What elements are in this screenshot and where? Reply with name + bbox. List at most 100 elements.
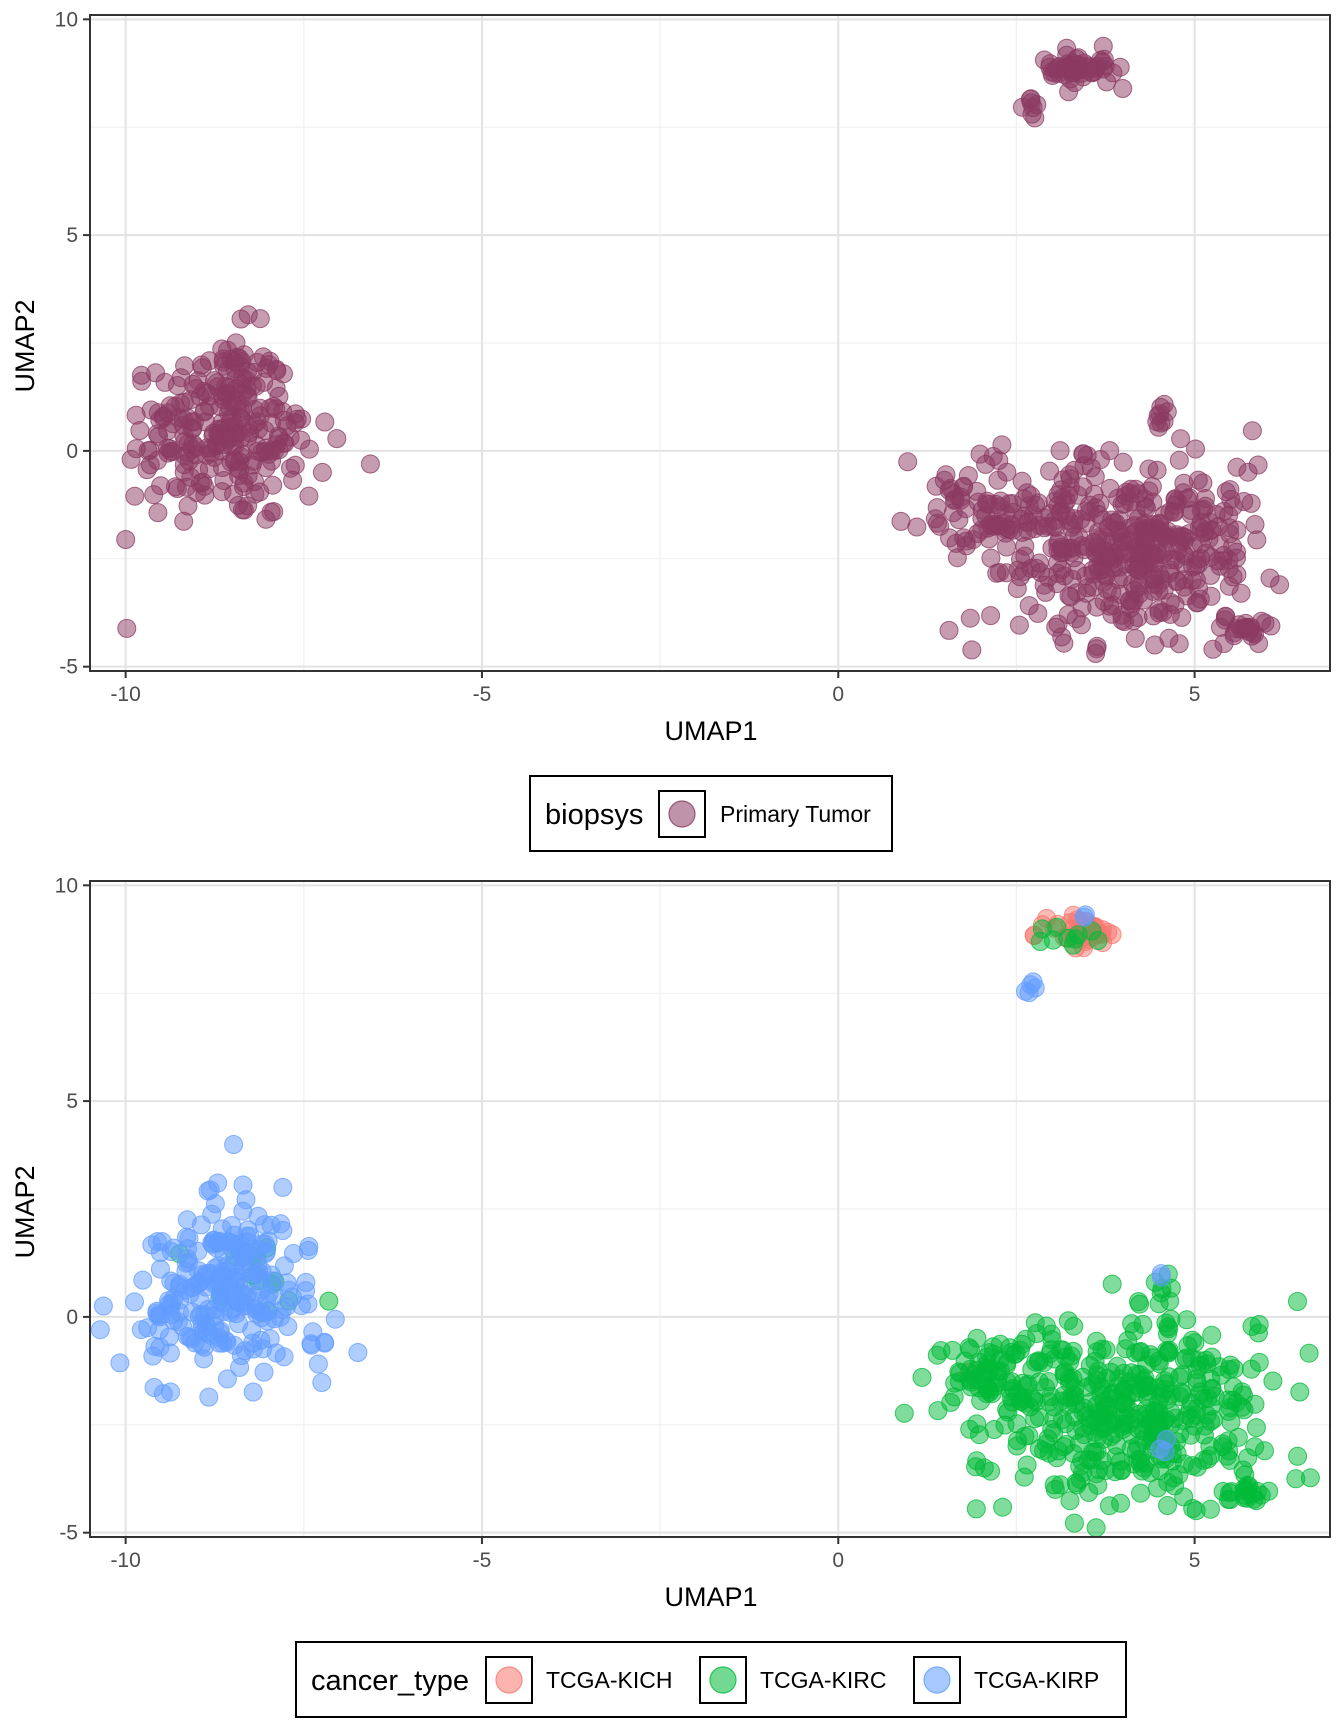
data-point [1241, 493, 1261, 513]
data-point [1105, 1462, 1125, 1482]
data-point [1181, 1425, 1201, 1445]
data-point [1099, 1496, 1119, 1516]
data-point [1074, 456, 1094, 476]
data-point [229, 466, 249, 485]
data-point [912, 1367, 932, 1387]
data-point [894, 1403, 914, 1423]
data-point [158, 403, 178, 423]
data-point [1245, 515, 1265, 534]
legend-box [529, 775, 893, 852]
data-point [231, 309, 251, 329]
data-point [1054, 633, 1074, 653]
data-point [1140, 1463, 1160, 1483]
data-point [1100, 1389, 1120, 1408]
data-point [199, 1387, 219, 1407]
data-point [252, 1308, 272, 1328]
data-point [1097, 547, 1117, 567]
x-tick-label: -5 [473, 683, 492, 706]
data-point [164, 1238, 184, 1258]
legend-key-kich [495, 1666, 523, 1694]
data-point [1060, 1491, 1080, 1511]
data-point [1063, 935, 1083, 955]
data-point [1028, 603, 1048, 623]
data-point [1040, 57, 1060, 77]
data-point [1159, 1367, 1179, 1387]
data-point [273, 1177, 293, 1197]
data-point [1131, 1483, 1151, 1503]
y-tick-label: 0 [66, 440, 78, 463]
data-point [1076, 583, 1096, 603]
data-point [963, 530, 983, 550]
data-point [1131, 1449, 1151, 1469]
data-point [977, 1362, 997, 1382]
umap-biopsys-panel: -10 -5 0 5 -5 0 5 10 UMAP1 UMAP2 biopsys Primar… [10, 8, 1331, 852]
data-point [944, 1387, 964, 1407]
data-point [1087, 1331, 1106, 1351]
data-point [247, 352, 267, 372]
data-point [1072, 615, 1091, 635]
data-point [171, 393, 191, 413]
data-point [1151, 1267, 1171, 1287]
data-point [1038, 1429, 1058, 1449]
x-tick-label: 0 [832, 1549, 844, 1572]
data-point [1219, 559, 1239, 578]
data-point [260, 398, 280, 418]
data-point [1087, 1441, 1107, 1461]
data-point [174, 511, 194, 531]
data-point [996, 563, 1016, 583]
data-point [268, 426, 288, 446]
data-point [1023, 972, 1043, 992]
legend-key-kirp [923, 1666, 951, 1694]
data-point [177, 1227, 196, 1247]
data-point [1069, 527, 1089, 547]
data-point [989, 451, 1009, 470]
data-point [1093, 36, 1113, 56]
data-point [301, 1334, 321, 1354]
data-point [217, 1369, 237, 1389]
data-point [146, 363, 166, 383]
data-point [170, 1290, 190, 1310]
data-point [1136, 498, 1156, 518]
data-point [200, 1180, 220, 1200]
data-point [360, 454, 380, 474]
data-point [1036, 582, 1056, 602]
data-point [981, 548, 1001, 568]
data-point [117, 618, 137, 638]
plot-border [89, 14, 1331, 672]
data-point [1187, 1369, 1206, 1389]
data-point [1190, 589, 1210, 609]
data-point [308, 1354, 328, 1374]
data-point [1050, 441, 1070, 461]
data-point [993, 1497, 1013, 1517]
data-point [898, 452, 918, 472]
data-point [283, 470, 303, 490]
data-point [1159, 528, 1178, 548]
data-point [1170, 1387, 1190, 1406]
data-point [149, 1320, 169, 1340]
scatter-points [90, 905, 1320, 1538]
legend-label-primary-tumor: Primary Tumor [720, 801, 871, 827]
data-point [1209, 1357, 1229, 1377]
data-point [243, 1239, 263, 1259]
data-point [1159, 1340, 1179, 1360]
data-point [1260, 568, 1280, 588]
data-point [93, 1296, 113, 1316]
data-point [1021, 89, 1041, 109]
data-point [1203, 639, 1223, 659]
data-point [1057, 45, 1077, 65]
data-point [1067, 1475, 1087, 1495]
data-point [1044, 1409, 1064, 1429]
y-tick-label: 10 [55, 8, 78, 31]
data-point [1047, 917, 1067, 937]
data-point [1149, 1294, 1169, 1314]
data-point [1086, 1518, 1106, 1538]
data-point [1159, 1319, 1179, 1339]
x-axis-title: UMAP1 [664, 716, 757, 746]
data-point [1103, 595, 1123, 615]
data-point [256, 509, 276, 529]
data-point [960, 608, 980, 628]
y-tick-label: 5 [66, 1090, 78, 1113]
data-point [291, 430, 311, 450]
data-point [1249, 1352, 1269, 1372]
data-point [1016, 1329, 1036, 1349]
